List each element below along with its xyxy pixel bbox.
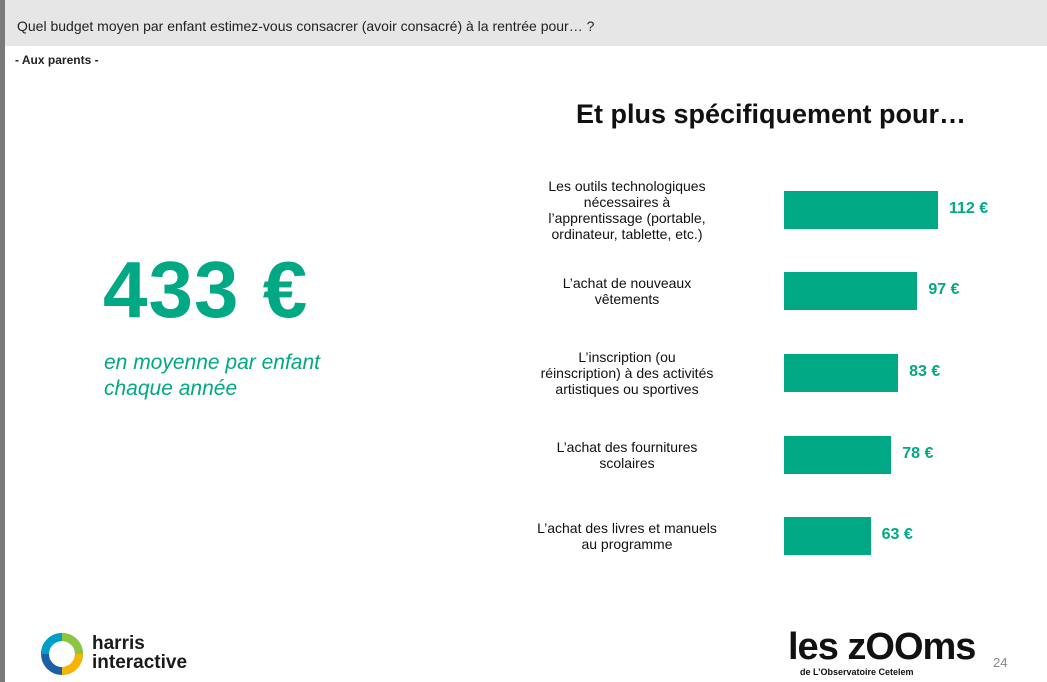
- bar-label: L’achat des livres et manuels au programm…: [512, 520, 742, 552]
- audience-label: - Aux parents -: [15, 53, 99, 67]
- bar-label-line: L’inscription (ou: [578, 349, 676, 365]
- bar-value-label: 97 €: [928, 281, 960, 298]
- bar-label-line: L’achat des fournitures: [556, 439, 698, 455]
- harris-logo-line2: interactive: [92, 652, 188, 673]
- bar: [784, 354, 899, 392]
- bar-label-line: vêtements: [594, 291, 660, 307]
- question-bar: Quel budget moyen par enfant estimez-vou…: [5, 0, 1047, 46]
- audience-text: - Aux parents -: [15, 53, 99, 67]
- harris-logo-icon: [41, 633, 83, 675]
- bar-label-line: Les outils technologiques: [548, 178, 706, 194]
- bar-label-line: L’achat de nouveaux: [562, 275, 692, 291]
- bar-label-line: l’apprentissage (portable,: [548, 210, 706, 226]
- bar-label: Les outils technologiques nécessaires à l’…: [512, 178, 742, 242]
- bar-chart: Les outils technologiques nécessaires à l’…: [537, 170, 1020, 570]
- bar-label-line: ordinateur, tablette, etc.): [551, 226, 703, 242]
- bar-label-line: au programme: [581, 536, 673, 552]
- bar-label: L’achat de nouveaux vêtements: [512, 275, 742, 307]
- average-caption: en moyenne par enfant chaque année: [104, 350, 404, 402]
- left-edge-strip: [0, 0, 5, 682]
- bar-value-label: 83 €: [909, 363, 941, 380]
- bar-label: L’achat des fournitures scolaires: [512, 439, 742, 471]
- harris-logo-line1: harris: [92, 633, 145, 654]
- page-number: 24: [993, 655, 1008, 670]
- average-amount: 433 €: [103, 245, 309, 334]
- bar: [784, 436, 892, 474]
- zooms-logo-subtitle: de L’Observatoire Cetelem: [800, 667, 914, 677]
- chart-title: Et plus spécifiquement pour…: [576, 99, 967, 129]
- average-caption-line1: en moyenne par enfant: [104, 351, 320, 374]
- bar-label-line: artistiques ou sportives: [555, 381, 699, 397]
- bar: [784, 191, 938, 229]
- average-caption-line2: chaque année: [104, 377, 238, 400]
- harris-logo-text: harris interactive: [92, 634, 187, 672]
- bar-label-line: réinscription) à des activités: [540, 365, 714, 381]
- bar-value-label: 112 €: [949, 200, 989, 217]
- bar: [784, 272, 918, 310]
- question-text: Quel budget moyen par enfant estimez-vou…: [17, 18, 595, 34]
- bar-value-label: 78 €: [902, 445, 934, 462]
- bar: [784, 517, 871, 555]
- zooms-logo: les zOOms: [788, 626, 976, 668]
- bar-label-line: scolaires: [599, 455, 655, 471]
- bar-label-line: nécessaires à: [583, 194, 671, 210]
- bar-value-label: 63 €: [881, 526, 913, 543]
- bar-label-line: L’achat des livres et manuels: [537, 520, 717, 536]
- bar-label: L’inscription (ou réinscription) à des ac…: [512, 349, 742, 397]
